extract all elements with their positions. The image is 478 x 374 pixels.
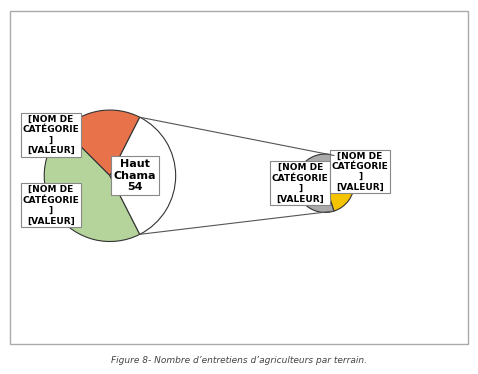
Text: [NOM DE
CATÉGORIE
]
[VALEUR]: [NOM DE CATÉGORIE ] [VALEUR] bbox=[272, 163, 328, 203]
Wedge shape bbox=[325, 156, 354, 211]
Text: Haut
Chama
54: Haut Chama 54 bbox=[114, 159, 156, 192]
Text: [NOM DE
CATÉGORIE
]
[VALEUR]: [NOM DE CATÉGORIE ] [VALEUR] bbox=[332, 151, 389, 192]
Wedge shape bbox=[296, 154, 334, 212]
Text: Figure 8- Nombre d’entretiens d’agriculteurs par terrain.: Figure 8- Nombre d’entretiens d’agricult… bbox=[111, 356, 367, 365]
Wedge shape bbox=[110, 117, 175, 234]
Text: [NOM DE
CATÉGORIE
]
[VALEUR]: [NOM DE CATÉGORIE ] [VALEUR] bbox=[22, 185, 79, 226]
Wedge shape bbox=[64, 110, 140, 176]
Wedge shape bbox=[44, 129, 140, 242]
Text: [NOM DE
CATÉGORIE
]
[VALEUR]: [NOM DE CATÉGORIE ] [VALEUR] bbox=[22, 115, 79, 155]
